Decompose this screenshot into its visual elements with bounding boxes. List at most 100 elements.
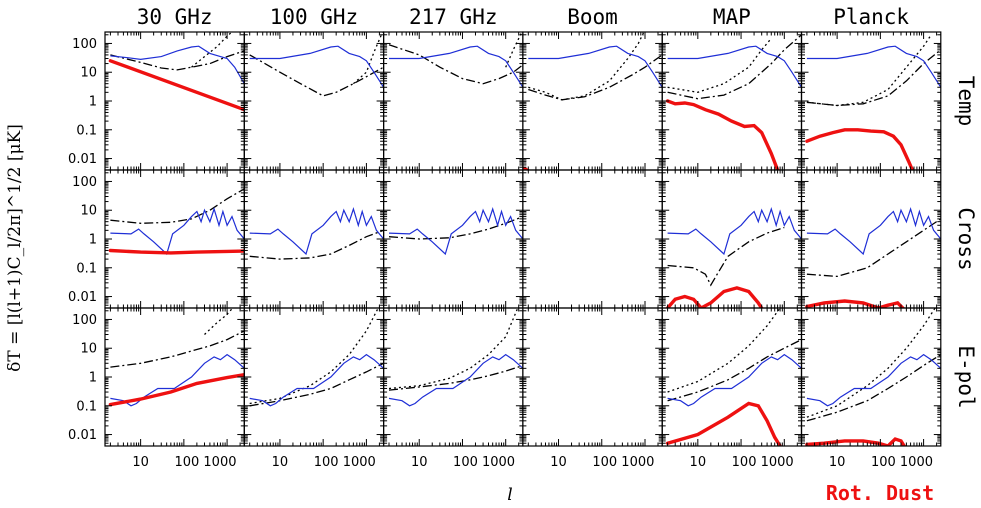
panel xyxy=(661,169,803,309)
signal-series-line xyxy=(388,353,523,407)
noise-series-line xyxy=(667,226,785,287)
column-title: Planck xyxy=(833,5,909,29)
panel-frame xyxy=(800,169,942,309)
signal-series-line xyxy=(249,45,384,88)
sensitivity-series-line xyxy=(806,34,932,107)
y-tick-label: 100 xyxy=(72,175,97,190)
panel xyxy=(522,169,663,309)
panel xyxy=(661,31,803,171)
panel xyxy=(800,31,942,171)
x-tick-label: 100 1000 xyxy=(453,455,515,470)
legend-entry-rot-dust: Rot. Dust xyxy=(826,481,934,505)
panel xyxy=(104,169,245,309)
y-tick-label: 0.01 xyxy=(68,290,97,305)
y-tick-label: 0.1 xyxy=(76,399,97,414)
x-tick-label: 100 1000 xyxy=(732,455,794,470)
panel-frame xyxy=(522,307,663,447)
noise-series-line xyxy=(249,229,384,260)
signal-series-line xyxy=(667,207,802,256)
y-tick-label: 1 xyxy=(89,95,97,110)
signal-series-line xyxy=(528,45,663,88)
x-tick-label: 100 1000 xyxy=(314,455,376,470)
y-tick-label: 1 xyxy=(89,233,97,248)
noise-series-line xyxy=(388,364,523,391)
panel xyxy=(383,31,524,171)
y-tick-label: 1 xyxy=(89,371,97,386)
sensitivity-series-line xyxy=(352,32,384,85)
signal-series-line xyxy=(249,353,384,407)
panel-frame xyxy=(522,169,663,309)
panel xyxy=(800,307,942,447)
sensitivity-series-line xyxy=(667,37,772,93)
noise-series-line xyxy=(528,54,663,101)
dust-series-line xyxy=(665,286,764,308)
panel xyxy=(243,169,385,309)
sensitivity-series-line xyxy=(505,32,523,68)
x-axis-label: l xyxy=(507,485,512,505)
x-tick-label: 10 xyxy=(829,455,846,470)
x-tick-label: 10 xyxy=(690,455,707,470)
y-tick-label: 10 xyxy=(80,66,97,81)
dust-series-line xyxy=(805,299,906,308)
signal-series-line xyxy=(389,45,523,88)
panel-frame xyxy=(243,307,385,447)
noise-series-line xyxy=(249,362,384,407)
noise-series-line xyxy=(806,354,941,422)
y-tick-label: 0.1 xyxy=(76,261,97,276)
dust-series-line xyxy=(108,248,245,255)
noise-series-line xyxy=(249,54,384,97)
sensitivity-series-line xyxy=(528,32,645,101)
row-title: Temp xyxy=(954,76,978,127)
dust-series-line xyxy=(108,59,245,112)
panel-frame xyxy=(243,169,385,309)
column-title: Boom xyxy=(567,5,618,29)
signal-series-line xyxy=(806,207,941,256)
panel-frame xyxy=(661,169,803,309)
dust-series-line xyxy=(665,99,780,170)
dust-series-line xyxy=(805,128,915,170)
sensitivity-series-line xyxy=(667,308,781,393)
signal-series-line xyxy=(249,207,384,256)
panel xyxy=(243,307,385,447)
column-title: 100 GHz xyxy=(270,5,359,29)
column-title: MAP xyxy=(713,5,751,29)
noise-series-line xyxy=(110,50,245,71)
column-title: 217 GHz xyxy=(409,5,498,29)
noise-series-line xyxy=(667,339,802,402)
y-tick-label: 100 xyxy=(72,37,97,52)
y-tick-label: 0.01 xyxy=(68,152,97,167)
x-tick-label: 10 xyxy=(550,455,567,470)
panel xyxy=(104,307,245,447)
panel-frame xyxy=(104,169,245,309)
y-tick-label: 0.01 xyxy=(68,428,97,443)
row-title: Cross xyxy=(954,207,978,270)
x-tick-label: 10 xyxy=(132,455,149,470)
signal-series-line xyxy=(110,45,245,85)
signal-series-line xyxy=(110,207,245,256)
signal-series-line xyxy=(806,45,941,88)
signal-series-line xyxy=(667,45,802,88)
noise-series-line xyxy=(110,330,245,368)
panel xyxy=(243,31,385,171)
y-tick-label: 10 xyxy=(80,204,97,219)
sensitivity-series-line xyxy=(204,308,234,335)
panel xyxy=(522,31,663,171)
dust-series-line xyxy=(522,166,531,170)
dust-series-line xyxy=(805,437,907,446)
noise-series-line xyxy=(806,218,941,278)
signal-series-line xyxy=(667,353,802,407)
panel-frame xyxy=(383,169,524,309)
dust-series-line xyxy=(665,401,782,446)
panel xyxy=(104,31,245,171)
noise-series-line xyxy=(388,44,523,85)
sensitivity-series-line xyxy=(388,308,519,390)
sensitivity-series-line xyxy=(249,308,379,405)
signal-series-line xyxy=(110,353,245,407)
sensitivity-series-line xyxy=(191,32,233,68)
panel xyxy=(661,307,803,447)
x-tick-label: 100 1000 xyxy=(174,455,236,470)
x-tick-label: 10 xyxy=(411,455,428,470)
x-tick-label: 100 1000 xyxy=(871,455,933,470)
panel-frame xyxy=(800,307,942,447)
